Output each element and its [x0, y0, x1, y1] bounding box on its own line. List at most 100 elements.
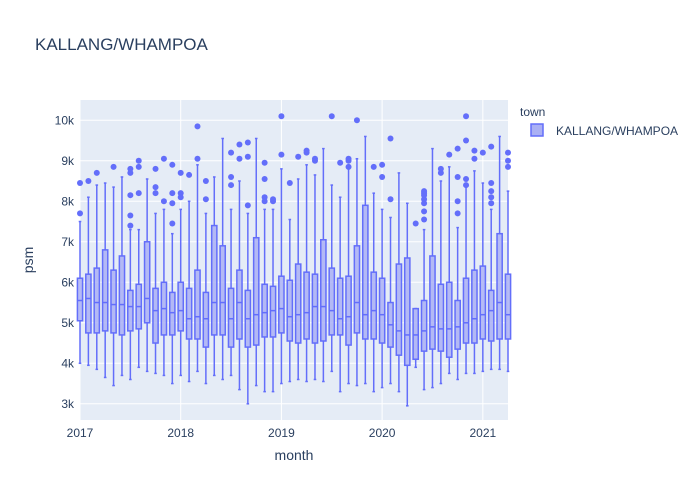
- outlier-point[interactable]: [505, 149, 511, 156]
- outlier-point[interactable]: [202, 196, 209, 203]
- box-2019-08[interactable]: [336, 159, 344, 393]
- outlier-point[interactable]: [169, 190, 176, 197]
- box-2018-08[interactable]: [236, 141, 243, 391]
- outlier-point[interactable]: [127, 192, 134, 199]
- outlier-point[interactable]: [194, 155, 201, 162]
- outlier-point[interactable]: [412, 220, 419, 227]
- box-2018-01[interactable]: [177, 169, 185, 377]
- outlier-point[interactable]: [169, 220, 176, 227]
- box-2018-09[interactable]: [244, 139, 252, 405]
- outlier-point[interactable]: [446, 151, 453, 158]
- outlier-point[interactable]: [93, 169, 100, 176]
- outlier-point[interactable]: [454, 210, 461, 217]
- outlier-point[interactable]: [110, 163, 117, 170]
- box-2021-02[interactable]: [487, 143, 495, 371]
- outlier-point[interactable]: [437, 165, 444, 172]
- box-2018-12[interactable]: [269, 196, 277, 393]
- outlier-point[interactable]: [135, 157, 142, 164]
- outlier-point[interactable]: [152, 190, 159, 197]
- outlier-point[interactable]: [471, 155, 478, 162]
- box-2017-01[interactable]: [76, 180, 84, 365]
- box-2017-07[interactable]: [127, 165, 134, 381]
- box-2020-04[interactable]: [403, 202, 411, 407]
- outlier-point[interactable]: [286, 180, 293, 187]
- outlier-point[interactable]: [505, 157, 511, 164]
- outlier-point[interactable]: [345, 155, 352, 162]
- outlier-point[interactable]: [127, 165, 134, 172]
- outlier-point[interactable]: [135, 163, 142, 170]
- outlier-point[interactable]: [488, 143, 495, 150]
- box-2017-10[interactable]: [152, 165, 159, 375]
- box-2017-08[interactable]: [135, 157, 143, 369]
- box-2020-11[interactable]: [462, 113, 470, 375]
- box-2020-07[interactable]: [429, 147, 436, 389]
- outlier-point[interactable]: [311, 155, 318, 162]
- box-2018-11[interactable]: [261, 159, 268, 393]
- outlier-point[interactable]: [236, 155, 243, 162]
- box-2017-03[interactable]: [93, 169, 101, 371]
- outlier-point[interactable]: [387, 135, 394, 142]
- outlier-point[interactable]: [127, 222, 134, 229]
- outlier-point[interactable]: [261, 175, 268, 182]
- outlier-point[interactable]: [463, 137, 470, 144]
- outlier-point[interactable]: [421, 216, 428, 223]
- outlier-point[interactable]: [228, 182, 235, 189]
- box-2019-12[interactable]: [370, 163, 378, 393]
- outlier-point[interactable]: [177, 190, 184, 197]
- outlier-point[interactable]: [244, 202, 251, 209]
- outlier-point[interactable]: [488, 200, 495, 207]
- box-2020-06[interactable]: [420, 188, 428, 391]
- outlier-point[interactable]: [186, 171, 193, 178]
- box-2020-05[interactable]: [412, 220, 420, 369]
- box-2019-11[interactable]: [361, 135, 369, 385]
- outlier-point[interactable]: [127, 212, 134, 219]
- outlier-point[interactable]: [236, 141, 243, 148]
- outlier-point[interactable]: [379, 173, 386, 180]
- outlier-point[interactable]: [463, 175, 470, 182]
- box-2020-10[interactable]: [454, 145, 461, 381]
- box-2017-04[interactable]: [101, 182, 109, 379]
- box-2020-12[interactable]: [471, 147, 478, 375]
- outlier-point[interactable]: [152, 184, 159, 191]
- outlier-point[interactable]: [505, 163, 511, 170]
- outlier-point[interactable]: [337, 159, 344, 166]
- box-2021-03[interactable]: [496, 135, 503, 371]
- box-2021-04[interactable]: [504, 149, 512, 373]
- box-2017-11[interactable]: [160, 155, 168, 377]
- outlier-point[interactable]: [194, 123, 201, 130]
- outlier-point[interactable]: [244, 139, 251, 146]
- outlier-point[interactable]: [295, 153, 302, 160]
- outlier-point[interactable]: [169, 161, 176, 168]
- outlier-point[interactable]: [370, 163, 377, 170]
- box-2020-01[interactable]: [378, 161, 386, 389]
- outlier-point[interactable]: [177, 169, 184, 176]
- box-2017-12[interactable]: [168, 161, 176, 385]
- box-2019-07[interactable]: [328, 113, 336, 373]
- box-2017-09[interactable]: [143, 178, 151, 373]
- box-2019-05[interactable]: [311, 155, 319, 381]
- outlier-point[interactable]: [228, 149, 235, 156]
- box-2020-03[interactable]: [395, 172, 403, 393]
- box-2017-06[interactable]: [118, 176, 126, 377]
- outlier-point[interactable]: [278, 113, 285, 120]
- outlier-point[interactable]: [488, 180, 495, 187]
- outlier-point[interactable]: [463, 113, 470, 120]
- outlier-point[interactable]: [202, 178, 209, 185]
- box-2018-05[interactable]: [210, 176, 218, 377]
- box-2018-04[interactable]: [202, 178, 210, 385]
- box-2020-09[interactable]: [445, 151, 453, 375]
- outlier-point[interactable]: [353, 117, 360, 124]
- box-2019-10[interactable]: [353, 117, 361, 387]
- box-2019-02[interactable]: [286, 180, 294, 383]
- outlier-point[interactable]: [261, 194, 268, 201]
- outlier-point[interactable]: [471, 147, 478, 154]
- box-2018-06[interactable]: [219, 137, 227, 381]
- legend-item[interactable]: KALLANG/WHAMPOA: [530, 123, 678, 138]
- outlier-point[interactable]: [421, 208, 428, 215]
- outlier-point[interactable]: [77, 210, 83, 217]
- box-2018-07[interactable]: [227, 149, 235, 377]
- outlier-point[interactable]: [479, 149, 486, 156]
- outlier-point[interactable]: [379, 161, 386, 168]
- outlier-point[interactable]: [303, 147, 310, 154]
- outlier-point[interactable]: [85, 178, 92, 185]
